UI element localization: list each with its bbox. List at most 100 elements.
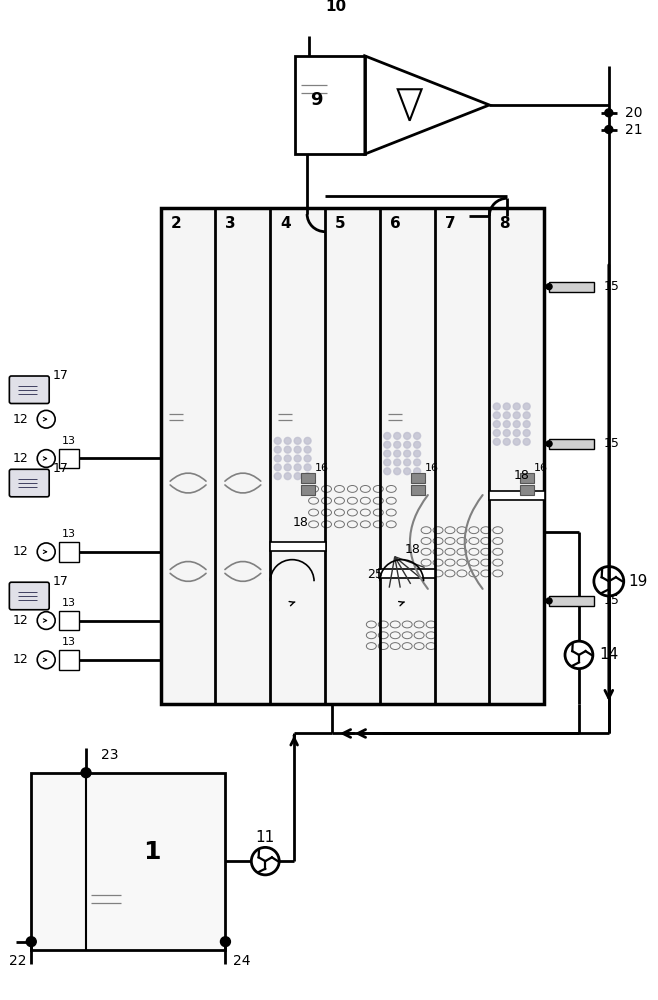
Circle shape [274,464,281,471]
Circle shape [546,284,552,290]
Bar [379,569,435,578]
Circle shape [523,430,530,436]
Circle shape [494,438,500,445]
Bar [549,282,594,292]
Circle shape [274,437,281,444]
Text: 5: 5 [335,216,345,231]
Text: 18: 18 [404,543,420,556]
FancyBboxPatch shape [9,469,49,497]
Bar [270,542,326,551]
Text: 13: 13 [62,637,76,647]
Circle shape [523,438,530,445]
Bar [520,473,534,483]
Text: 13: 13 [62,529,76,539]
Bar [411,485,424,495]
Text: 12: 12 [13,452,28,465]
FancyArrowPatch shape [465,495,482,589]
Text: 9: 9 [310,91,322,109]
Circle shape [605,109,613,117]
Text: 12: 12 [13,653,28,666]
Text: 3: 3 [226,216,236,231]
Circle shape [404,450,411,457]
Circle shape [414,441,420,448]
Text: 15: 15 [604,594,620,607]
Circle shape [393,450,401,457]
FancyArrowPatch shape [410,495,428,589]
Circle shape [494,403,500,410]
Circle shape [304,455,311,462]
Circle shape [414,432,420,439]
Circle shape [220,937,230,947]
Circle shape [513,421,520,428]
Circle shape [294,446,301,453]
FancyArrowPatch shape [225,573,261,581]
Circle shape [546,598,552,604]
FancyArrowPatch shape [170,473,206,481]
Text: 23: 23 [101,748,118,762]
Text: 15: 15 [604,437,620,450]
Bar [301,485,315,495]
Bar [549,596,594,606]
Circle shape [284,437,291,444]
Text: 13: 13 [62,436,76,446]
Circle shape [503,421,510,428]
Circle shape [414,468,420,475]
Circle shape [523,403,530,410]
Circle shape [294,464,301,471]
Circle shape [294,455,301,462]
Text: 2: 2 [170,216,182,231]
Text: 1: 1 [143,840,161,864]
Text: 21: 21 [624,123,642,137]
Circle shape [81,768,91,778]
Circle shape [513,412,520,419]
Text: 17: 17 [53,575,69,588]
FancyArrowPatch shape [225,473,261,481]
FancyBboxPatch shape [9,376,49,404]
Circle shape [274,446,281,453]
Text: 6: 6 [390,216,401,231]
Circle shape [523,421,530,428]
Text: 16: 16 [424,463,439,473]
Circle shape [503,412,510,419]
Text: 14: 14 [599,647,618,662]
Circle shape [503,430,510,436]
Circle shape [523,412,530,419]
Text: 17: 17 [53,462,69,475]
Circle shape [605,126,613,133]
Circle shape [404,468,411,475]
Bar [520,485,534,495]
Bar [411,473,424,483]
Text: 12: 12 [13,545,28,558]
Circle shape [274,473,281,480]
Circle shape [304,446,311,453]
Text: 24: 24 [234,954,251,968]
Text: 7: 7 [445,216,455,231]
Circle shape [393,459,401,466]
Circle shape [513,430,520,436]
Text: 13: 13 [62,598,76,608]
Text: 16: 16 [315,463,329,473]
Circle shape [513,438,520,445]
Circle shape [294,473,301,480]
Text: 12: 12 [13,614,28,627]
Text: 25: 25 [367,568,383,581]
Circle shape [384,450,391,457]
FancyArrowPatch shape [225,561,261,570]
Circle shape [304,464,311,471]
Circle shape [284,446,291,453]
Text: 11: 11 [256,830,275,845]
Bar [59,650,79,670]
Bar [489,491,545,500]
Circle shape [414,450,420,457]
Circle shape [284,455,291,462]
Circle shape [26,937,36,947]
Bar [161,208,544,704]
Text: 16: 16 [534,463,548,473]
Circle shape [384,459,391,466]
Circle shape [546,441,552,447]
Bar [301,473,315,483]
Circle shape [393,432,401,439]
Bar [295,56,365,154]
FancyArrowPatch shape [225,485,261,493]
Circle shape [304,437,311,444]
